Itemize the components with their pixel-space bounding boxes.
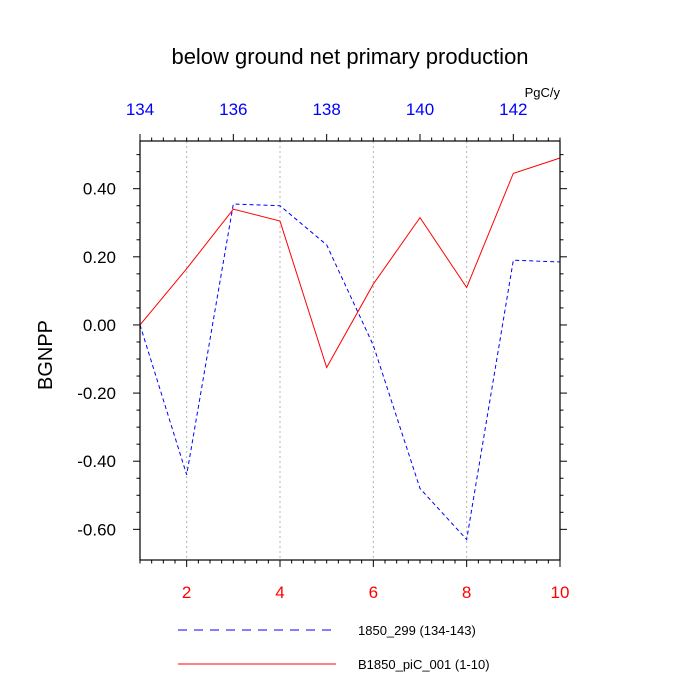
left-tick-label: 0.00: [83, 316, 116, 335]
plot-frame: [139, 140, 561, 561]
left-tick-label: 0.40: [83, 180, 116, 199]
grid: [186, 141, 468, 560]
top-tick-label: 136: [219, 100, 247, 119]
units-label: PgC/y: [525, 85, 561, 100]
bottom-tick-label: 10: [551, 583, 570, 602]
legend: 1850_299 (134-143) B1850_piC_001 (1-10): [178, 623, 490, 672]
top-tick-label: 134: [126, 100, 154, 119]
bottom-tick-label: 4: [275, 583, 284, 602]
bottom-tick-label: 8: [462, 583, 471, 602]
legend-label-1: B1850_piC_001 (1-10): [358, 657, 490, 672]
bottom-tick-label: 2: [182, 583, 191, 602]
left-tick-label: 0.20: [83, 248, 116, 267]
series-layer: [139, 157, 561, 541]
axes: 2 4 6 8 10 134 136 138 140 142 0.40 0.20 0.00 -0.20 -0…: [77, 100, 569, 602]
bottom-tick-label: 6: [369, 583, 378, 602]
left-tick-label: -0.60: [77, 520, 116, 539]
top-tick-label: 142: [499, 100, 527, 119]
series-line-0: [139, 203, 561, 541]
left-tick-label: -0.20: [77, 384, 116, 403]
y-axis-label: BGNPP: [35, 320, 57, 390]
top-tick-label: 140: [406, 100, 434, 119]
legend-label-0: 1850_299 (134-143): [358, 623, 476, 638]
chart-title: below ground net primary production: [171, 44, 528, 69]
left-tick-label: -0.40: [77, 452, 116, 471]
series-line-1: [139, 157, 561, 369]
top-tick-label: 138: [312, 100, 340, 119]
